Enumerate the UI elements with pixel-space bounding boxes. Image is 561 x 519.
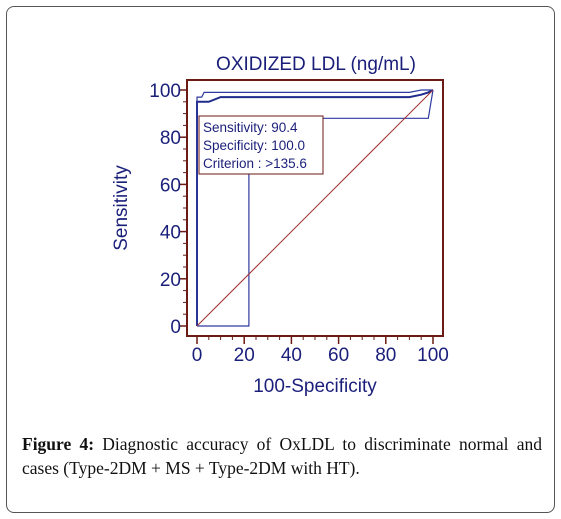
confidence-upper-line bbox=[196, 89, 433, 326]
annotation-line: Sensitivity: 90.4 bbox=[203, 120, 298, 135]
x-tick-label: 80 bbox=[375, 345, 396, 366]
y-tick-label: 100 bbox=[149, 81, 181, 102]
x-axis-label: 100-Specificity bbox=[253, 376, 377, 397]
x-tick-label: 40 bbox=[281, 345, 302, 366]
y-tick-label: 60 bbox=[160, 175, 181, 196]
annotation-line: Criterion : >135.6 bbox=[203, 156, 307, 171]
y-axis-label: Sensitivity bbox=[111, 165, 132, 251]
x-tick-label: 100 bbox=[417, 345, 449, 366]
y-tick-label: 20 bbox=[160, 270, 181, 291]
x-tick-label: 60 bbox=[328, 345, 349, 366]
x-tick-label: 0 bbox=[192, 345, 203, 366]
figure-frame bbox=[6, 6, 555, 513]
reference-line-line bbox=[196, 89, 434, 327]
y-tick-label: 0 bbox=[170, 317, 181, 338]
caption-text: Diagnostic accuracy of OxLDL to discrimi… bbox=[22, 434, 542, 478]
y-tick-label: 40 bbox=[160, 223, 181, 244]
chart-title: OXIDIZED LDL (ng/mL) bbox=[216, 54, 416, 75]
x-tick-label: 20 bbox=[234, 345, 255, 366]
annotation-box bbox=[198, 115, 324, 175]
annotation-line: Specificity: 100.0 bbox=[203, 138, 305, 153]
y-tick-label: 80 bbox=[160, 128, 181, 149]
figure-caption: Figure 4: Diagnostic accuracy of OxLDL t… bbox=[22, 432, 542, 480]
caption-label: Figure 4: bbox=[22, 434, 95, 454]
